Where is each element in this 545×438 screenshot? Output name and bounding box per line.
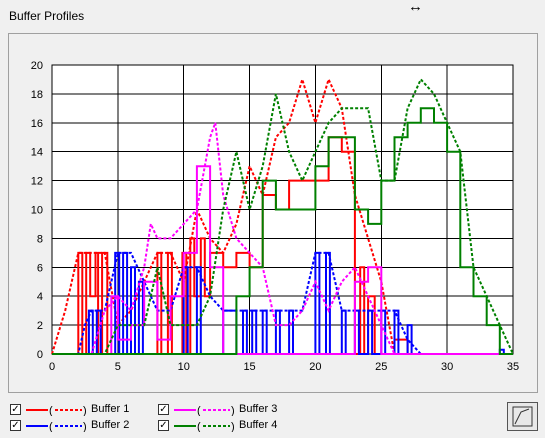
chart-type-button[interactable] (507, 402, 538, 431)
buffer-3-step-line (52, 165, 513, 355)
svg-text:): ) (231, 421, 235, 432)
svg-text:): ) (83, 405, 87, 416)
resize-arrow-icon[interactable]: ↔ (408, 0, 423, 15)
x-tick-label-1: 5 (115, 361, 121, 373)
x-tick-label-5: 25 (375, 361, 387, 373)
legend-label-3: Buffer 4 (239, 419, 278, 431)
y-tick-label-9: 18 (31, 89, 43, 101)
legend-item-2[interactable]: ✓ () Buffer 2 (10, 419, 200, 436)
window-title: Buffer Profiles (9, 9, 85, 23)
svg-text:(: ( (197, 421, 201, 432)
y-tick-label-5: 10 (31, 205, 43, 217)
svg-text:): ) (83, 421, 87, 432)
svg-text:(: ( (49, 421, 53, 432)
x-tick-label-4: 20 (309, 361, 321, 373)
legend-item-3[interactable]: ✓ () Buffer 4 (158, 419, 348, 436)
legend-line-sample-1: () (174, 405, 235, 416)
legend-item-1[interactable]: ✓ () Buffer 3 (158, 403, 348, 420)
legend-checkbox-3[interactable]: ✓ (158, 420, 169, 431)
y-tick-label-8: 16 (31, 118, 43, 130)
x-tick-label-7: 35 (507, 361, 519, 373)
y-tick-label-1: 2 (37, 320, 43, 332)
y-tick-label-0: 0 (37, 349, 43, 361)
legend-item-0[interactable]: ✓ () Buffer 1 (10, 403, 200, 420)
buffer-profiles-chart: 0 5 10 15 20 25 30 35 0 2 4 6 8 10 12 14 16 18 20 (31, 60, 519, 373)
legend-label-2: Buffer 2 (91, 419, 130, 431)
svg-text:(: ( (49, 405, 53, 416)
svg-text:): ) (231, 405, 235, 416)
buffer-1-step-line (52, 136, 513, 355)
line-chart-icon (512, 406, 533, 427)
x-tick-label-6: 30 (441, 361, 453, 373)
y-tick-label-4: 8 (37, 233, 43, 245)
y-tick-label-3: 6 (37, 262, 43, 274)
x-tick-label-3: 15 (243, 361, 255, 373)
legend-label-0: Buffer 1 (91, 403, 130, 415)
y-tick-label-6: 12 (31, 176, 43, 188)
y-tick-label-2: 4 (37, 291, 43, 303)
x-tick-label-2: 10 (178, 361, 190, 373)
title-bar: Buffer Profiles ↔ (0, 0, 545, 30)
legend-line-sample-2: () (26, 421, 87, 432)
svg-text:(: ( (197, 405, 201, 416)
legend-line-sample-3: () (174, 421, 235, 432)
chart-panel: 0 5 10 15 20 25 30 35 0 2 4 6 8 10 12 14 16 18 20 (8, 33, 538, 393)
legend-checkbox-2[interactable]: ✓ (10, 420, 21, 431)
legend-checkbox-1[interactable]: ✓ (158, 404, 169, 415)
buffer-3-dotted-line (52, 122, 513, 355)
buffer-4-step-line (52, 107, 513, 355)
legend-line-sample-0: () (26, 405, 87, 416)
buffer-4-dotted-line (52, 77, 514, 355)
legend-checkbox-0[interactable]: ✓ (10, 404, 21, 415)
legend-label-1: Buffer 3 (239, 403, 278, 415)
y-tick-label-7: 14 (31, 147, 43, 159)
x-tick-label-0: 0 (49, 361, 55, 373)
y-tick-label-10: 20 (31, 60, 43, 72)
